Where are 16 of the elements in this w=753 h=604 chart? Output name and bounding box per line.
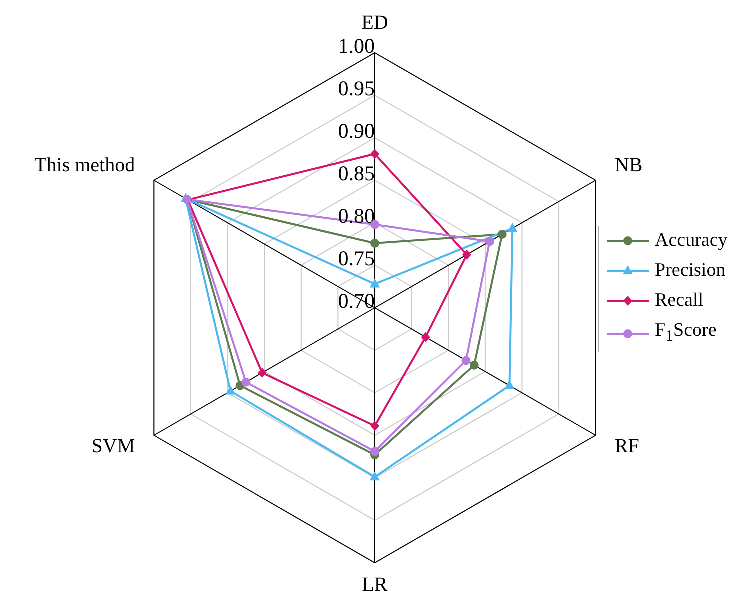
y-tick-label: 1.00 — [338, 34, 375, 58]
y-tick-label: 0.75 — [338, 246, 375, 270]
spoke-label: NB — [614, 154, 643, 176]
legend-label: Recall — [655, 290, 704, 311]
legend-label: Accuracy — [655, 230, 728, 251]
legend-label: F$_{1}$Score — [655, 320, 717, 345]
spoke-label: RF — [614, 436, 640, 458]
spoke-label: This method — [34, 154, 136, 176]
y-tick-label: 0.95 — [338, 76, 375, 100]
y-tick-label: 0.90 — [338, 119, 375, 143]
spoke-label: LR — [362, 574, 388, 596]
y-tick-label: 0.80 — [338, 204, 375, 228]
spoke-label: SVM — [92, 436, 136, 458]
y-tick-label: 0.85 — [338, 162, 375, 186]
legend-label: Precision — [655, 260, 726, 281]
spoke-label: ED — [362, 12, 388, 34]
